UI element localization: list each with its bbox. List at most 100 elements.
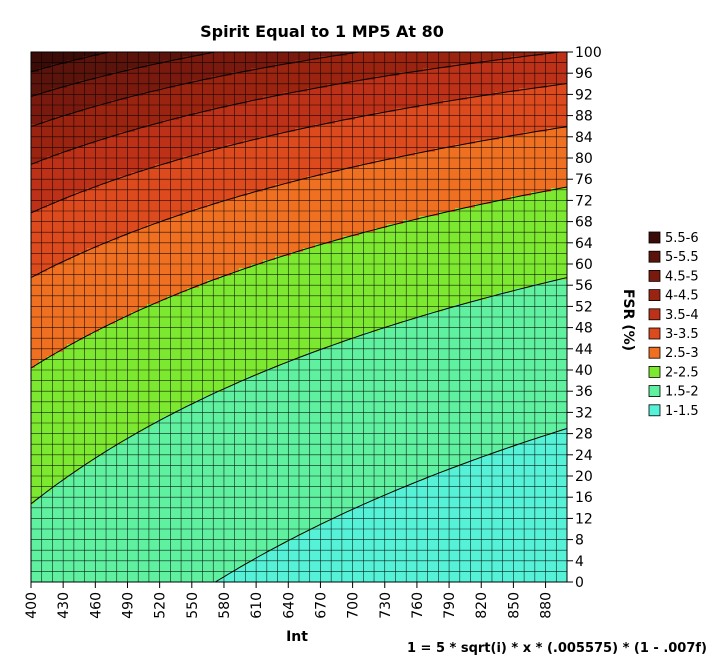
contour-cell [95,396,100,401]
contour-cell [111,468,116,473]
contour-cell [135,264,140,269]
contour-cell [175,312,180,317]
contour-cell [163,184,168,189]
contour-cell [55,168,60,173]
contour-cell [43,492,48,497]
contour-cell [95,468,100,473]
contour-cell [119,308,124,313]
contour-cell [139,204,144,209]
contour-cell [99,352,104,357]
contour-cell [139,272,144,277]
contour-cell [119,160,124,165]
contour-cell [55,436,60,441]
contour-cell [143,572,148,577]
contour-cell [59,252,64,257]
contour-cell [143,576,148,581]
contour-cell [83,308,88,313]
contour-cell [119,356,124,361]
contour-cell [171,480,176,485]
contour-cell [31,80,36,85]
contour-cell [35,312,40,317]
contour-cell [51,500,56,505]
contour-cell [163,580,168,583]
contour-cell [59,344,64,349]
contour-cell [151,260,156,265]
contour-cell [151,364,156,369]
contour-cell [51,196,56,201]
contour-cell [91,432,96,437]
contour-cell [159,244,164,249]
contour-cell [159,224,164,229]
contour-cell [75,484,80,489]
contour-cell [167,400,172,405]
contour-cell [47,196,52,201]
contour-cell [103,72,108,77]
contour-cell [87,60,92,65]
contour-cell [131,244,136,249]
contour-cell [71,380,76,385]
contour-cell [51,312,56,317]
contour-cell [91,104,96,109]
contour-cell [143,144,148,149]
contour-cell [171,328,176,333]
contour-cell [159,468,164,473]
contour-cell [99,244,104,249]
contour-cell [143,160,148,165]
contour-cell [31,420,36,425]
contour-cell [59,236,64,241]
contour-cell [35,468,40,473]
contour-cell [99,564,104,569]
contour-cell [103,76,108,81]
contour-cell [171,172,176,177]
contour-cell [31,136,36,141]
contour-cell [31,220,36,225]
contour-cell [119,476,124,481]
contour-cell [91,164,96,169]
contour-cell [163,232,168,237]
contour-cell [99,144,104,149]
contour-cell [139,496,144,501]
contour-cell [31,320,36,325]
contour-cell [103,284,108,289]
contour-cell [139,108,144,113]
contour-cell [75,208,80,213]
contour-cell [51,100,56,105]
contour-cell [111,88,116,93]
contour-cell [39,356,44,361]
contour-cell [95,480,100,485]
contour-cell [71,164,76,169]
contour-cell [155,236,160,241]
contour-cell [99,260,104,265]
contour-cell [115,444,120,449]
contour-cell [143,56,148,61]
contour-cell [123,76,128,81]
contour-cell [143,228,148,233]
contour-cell [47,136,52,141]
contour-cell [63,452,68,457]
contour-cell [167,540,172,545]
contour-cell [35,464,40,469]
contour-cell [87,492,92,497]
contour-cell [95,424,100,429]
contour-cell [111,296,116,301]
contour-cell [111,488,116,493]
contour-cell [139,536,144,541]
contour-cell [163,308,168,313]
contour-cell [119,136,124,141]
contour-cell [99,344,104,349]
contour-cell [127,248,132,253]
contour-cell [43,544,48,549]
contour-cell [31,184,36,189]
contour-cell [119,112,124,117]
contour-cell [135,552,140,557]
contour-cell [123,356,128,361]
contour-cell [35,152,40,157]
contour-cell [151,184,156,189]
contour-cell [63,56,68,61]
contour-cell [175,512,180,517]
contour-cell [115,544,120,549]
contour-cell [35,432,40,437]
contour-cell [103,248,108,253]
contour-cell [95,560,100,565]
contour-cell [55,112,60,117]
